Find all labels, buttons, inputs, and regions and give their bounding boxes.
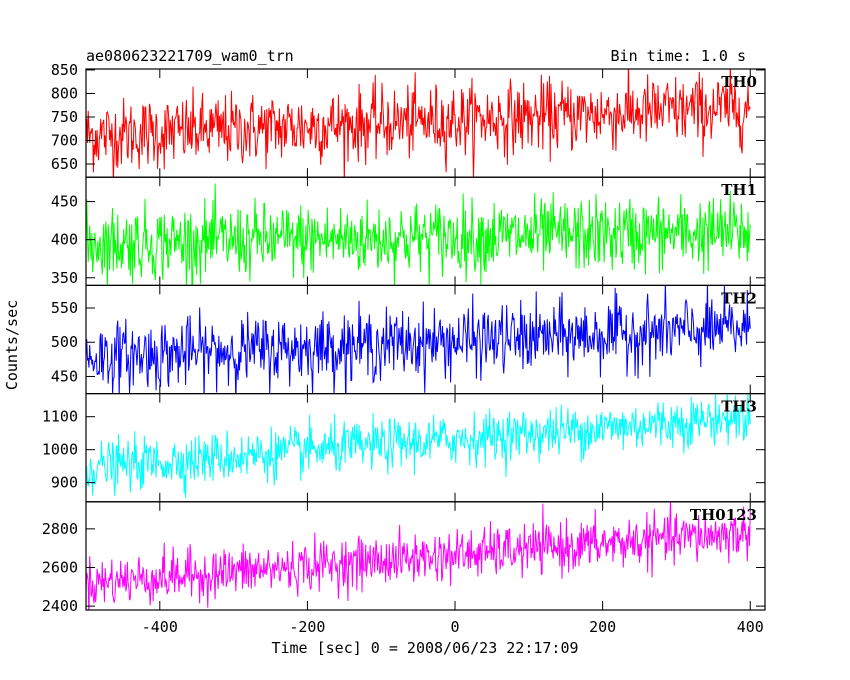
panel-th0123: 2400 2600 2800 TH0123 <box>42 501 766 615</box>
x-axis-label: Time [sec] 0 = 2008/06/23 22:17:09 <box>271 639 578 657</box>
panel-th3: 900 1000 1100 TH3 <box>42 393 766 503</box>
y-tick-label: 2400 <box>42 597 78 615</box>
y-tick-label: 850 <box>51 61 78 79</box>
bin-time-label: Bin time: 1.0 s <box>611 47 746 65</box>
panel-label-th0123: TH0123 <box>690 506 757 524</box>
series-line-th1 <box>86 183 751 286</box>
x-tick-label: 400 <box>737 618 764 636</box>
series-line-th2 <box>86 285 751 394</box>
panel-frame <box>85 501 766 611</box>
y-tick-label: 700 <box>51 132 78 150</box>
series-line-th0123 <box>86 501 751 610</box>
panel-th2: 450 500 550 TH2 <box>51 284 766 395</box>
panel-th0: 650 700 750 800 850 TH0 <box>51 61 766 178</box>
y-tick-label: 1000 <box>42 441 78 459</box>
y-axis-label: Counts/sec <box>3 300 21 390</box>
y-tick-label: 400 <box>51 231 78 249</box>
y-tick-label: 450 <box>51 193 78 211</box>
y-tick-label: 2600 <box>42 558 78 576</box>
x-tick-label: -400 <box>142 618 178 636</box>
panel-label-th1: TH1 <box>721 181 757 199</box>
y-tick-label: 500 <box>51 333 78 351</box>
panel-label-th2: TH2 <box>721 289 757 307</box>
y-tick-label: 2800 <box>42 520 78 538</box>
y-tick-label: 900 <box>51 474 78 492</box>
panel-label-th0: TH0 <box>721 73 757 91</box>
x-tick-label: 0 <box>451 618 460 636</box>
y-tick-label: 800 <box>51 84 78 102</box>
y-tick-label: 750 <box>51 108 78 126</box>
y-tick-label: 450 <box>51 367 78 385</box>
y-tick-label: 650 <box>51 155 78 173</box>
y-tick-label: 350 <box>51 269 78 287</box>
series-line-th3 <box>86 393 751 498</box>
panel-th1: 350 400 450 TH1 <box>51 176 766 287</box>
y-tick-label: 1100 <box>42 408 78 426</box>
series-line-th0 <box>86 69 751 178</box>
x-tick-label: -200 <box>289 618 325 636</box>
panel-label-th3: TH3 <box>721 398 757 416</box>
chart-title: ae080623221709_wam0_trn <box>86 47 294 65</box>
panels-group: 650 700 750 800 850 TH0 350 400 450 TH1 450 500 550 T… <box>42 61 766 636</box>
y-tick-label: 550 <box>51 299 78 317</box>
x-tick-label: 200 <box>589 618 616 636</box>
